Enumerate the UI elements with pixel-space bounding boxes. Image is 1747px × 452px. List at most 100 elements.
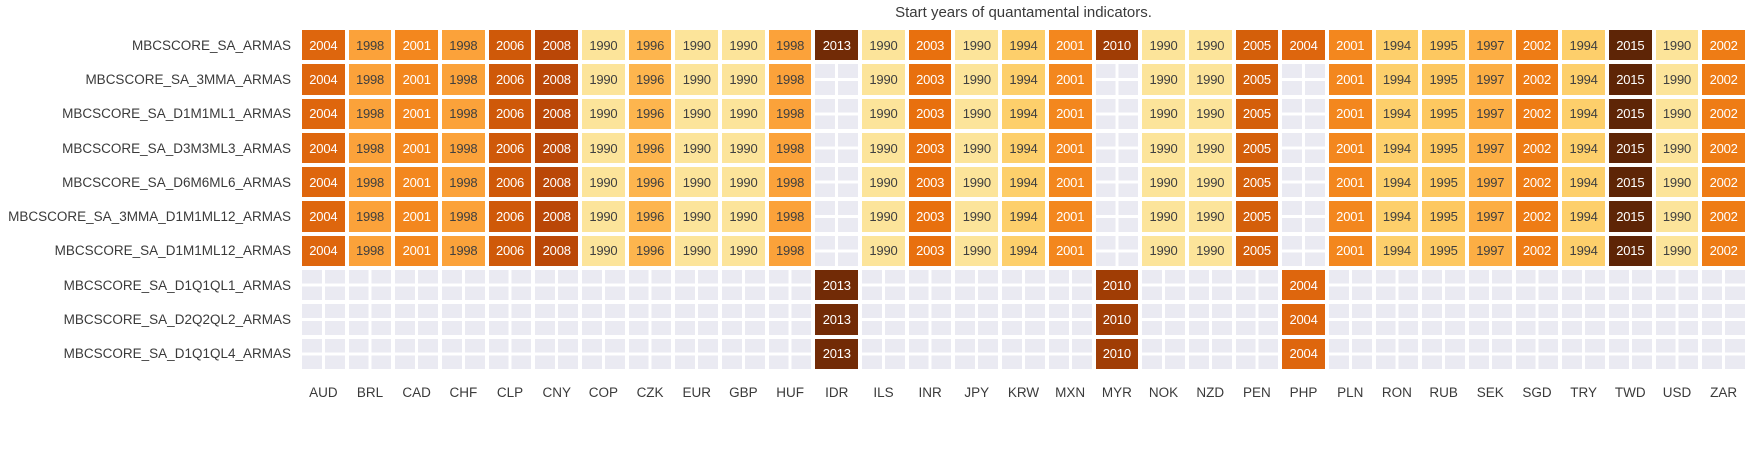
- heatmap-cell: 1990: [673, 62, 721, 97]
- heatmap-cell: [1233, 302, 1281, 337]
- heatmap-cell: [1466, 302, 1514, 337]
- col-label: NZD: [1196, 385, 1225, 400]
- heatmap-cell: [440, 302, 487, 337]
- heatmap-cell: 1998: [766, 62, 814, 97]
- heatmap-cell: 2001: [1326, 96, 1374, 131]
- heatmap-cell: 2006: [486, 233, 534, 269]
- heatmap-cell: 1994: [1000, 62, 1047, 97]
- heatmap-cell: [1280, 165, 1327, 200]
- col-label: SGD: [1522, 385, 1552, 400]
- heatmap-cell: [300, 268, 347, 303]
- heatmap-cell: [673, 336, 721, 371]
- heatmap-cell: 2015: [1606, 130, 1654, 166]
- heatmap-cell: 1994: [1000, 96, 1047, 131]
- heatmap-cell: [626, 268, 674, 303]
- heatmap-cell: [1700, 268, 1747, 303]
- heatmap-cell: [1653, 302, 1701, 337]
- chart-title: Start years of quantamental indicators.: [895, 4, 1152, 21]
- heatmap-cell: [1653, 268, 1701, 303]
- heatmap-cell: [766, 302, 814, 337]
- heatmap-cell: [580, 336, 627, 371]
- heatmap-cell: 1990: [580, 96, 627, 131]
- col-label: RUB: [1429, 385, 1458, 400]
- col-label: MYR: [1101, 385, 1132, 400]
- heatmap-cell: 1990: [953, 165, 1001, 200]
- heatmap-cell: 1998: [766, 199, 814, 234]
- heatmap-cell: 2005: [1233, 233, 1281, 269]
- heatmap-cell: 1998: [346, 199, 394, 234]
- heatmap-cell: [1420, 336, 1467, 371]
- heatmap-cell: 2002: [1513, 28, 1561, 63]
- heatmap-cell: 2004: [1280, 302, 1327, 337]
- heatmap-cell: [1513, 268, 1561, 303]
- heatmap-cell: [1560, 268, 1607, 303]
- heatmap-cell: 1994: [1560, 165, 1607, 200]
- heatmap-cell: 2004: [300, 233, 347, 269]
- heatmap-cell: 1990: [953, 233, 1001, 269]
- heatmap-cell: 1994: [1373, 96, 1421, 131]
- col-label: EUR: [682, 385, 711, 400]
- heatmap-cell: [1000, 302, 1047, 337]
- heatmap-cell: 1990: [953, 28, 1001, 63]
- heatmap-cell: [1046, 302, 1094, 337]
- heatmap-cell: 2003: [906, 199, 954, 234]
- heatmap-cell: 1998: [346, 130, 394, 166]
- heatmap-cell: 1990: [580, 199, 627, 234]
- heatmap-cell: 2005: [1233, 199, 1281, 234]
- heatmap-cell: 1997: [1466, 199, 1514, 234]
- heatmap-cell: 1990: [1653, 233, 1701, 269]
- heatmap-cell: 2003: [906, 233, 954, 269]
- heatmap-cell: [1326, 336, 1374, 371]
- heatmap-cell: 2004: [300, 199, 347, 234]
- heatmap-cell: 2001: [1046, 130, 1094, 166]
- heatmap-cell: 1995: [1420, 233, 1467, 269]
- heatmap-cell: [813, 96, 861, 131]
- heatmap-cell: 2015: [1606, 28, 1654, 63]
- heatmap-cell: 2010: [1093, 268, 1141, 303]
- heatmap-cell: [1560, 336, 1607, 371]
- heatmap-cell: 1998: [766, 233, 814, 269]
- heatmap-cell: 1990: [1140, 28, 1187, 63]
- heatmap-cell: 1995: [1420, 62, 1467, 97]
- heatmap-cell: 1990: [720, 28, 767, 63]
- heatmap-cell: 1997: [1466, 62, 1514, 97]
- heatmap-cell: [626, 336, 674, 371]
- col-label: ILS: [873, 385, 894, 400]
- heatmap-cell: [533, 336, 581, 371]
- heatmap-cell: [580, 268, 627, 303]
- heatmap-cell: [580, 302, 627, 337]
- heatmap-cell: 2004: [1280, 28, 1327, 63]
- heatmap-cell: 1995: [1420, 130, 1467, 166]
- heatmap-cell: 2002: [1700, 165, 1747, 200]
- heatmap-cell: [906, 302, 954, 337]
- heatmap-cell: 2001: [1326, 62, 1374, 97]
- heatmap-cell: 1990: [860, 28, 907, 63]
- row-label: MBCSCORE_SA_D1M1ML12_ARMAS: [54, 243, 291, 259]
- heatmap-cell: 2002: [1513, 199, 1561, 234]
- heatmap-cell: [1093, 96, 1141, 131]
- heatmap-cell: 2013: [813, 302, 861, 337]
- heatmap-cell: 1997: [1466, 233, 1514, 269]
- col-label: IDR: [825, 385, 849, 400]
- heatmap-cell: 1996: [626, 96, 674, 131]
- heatmap-cell: [720, 268, 767, 303]
- heatmap-cell: 1990: [1140, 130, 1187, 166]
- heatmap-cell: 1997: [1466, 165, 1514, 200]
- heatmap-cell: 1995: [1420, 28, 1467, 63]
- col-label: AUD: [309, 385, 338, 400]
- heatmap-cell: [1186, 302, 1234, 337]
- heatmap-cell: 1994: [1000, 130, 1047, 166]
- heatmap-cell: 1998: [346, 28, 394, 63]
- heatmap-cell: 2005: [1233, 165, 1281, 200]
- heatmap-cell: [1280, 199, 1327, 234]
- heatmap-cell: 1990: [580, 130, 627, 166]
- heatmap-cell: [766, 268, 814, 303]
- heatmap-cell: [440, 336, 487, 371]
- heatmap-cell: 2004: [300, 62, 347, 97]
- heatmap-cell: 2001: [1326, 28, 1374, 63]
- heatmap-cell: 2003: [906, 62, 954, 97]
- heatmap-cell: [393, 268, 441, 303]
- heatmap-cell: 2015: [1606, 96, 1654, 131]
- heatmap-cell: 2002: [1513, 96, 1561, 131]
- heatmap-cell: [1326, 268, 1374, 303]
